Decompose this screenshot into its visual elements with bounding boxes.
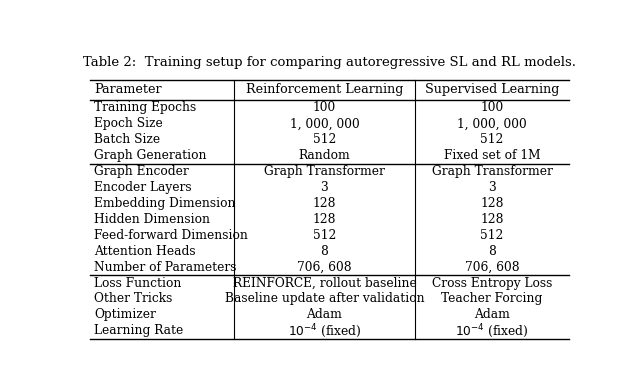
- Text: Encoder Layers: Encoder Layers: [94, 181, 191, 194]
- Text: 3: 3: [321, 181, 328, 194]
- Text: 128: 128: [313, 197, 336, 210]
- Text: 706, 608: 706, 608: [465, 261, 519, 273]
- Text: Graph Transformer: Graph Transformer: [431, 165, 552, 178]
- Text: $10^{-4}$ (fixed): $10^{-4}$ (fixed): [455, 322, 529, 340]
- Text: Graph Transformer: Graph Transformer: [264, 165, 385, 178]
- Text: Cross Entropy Loss: Cross Entropy Loss: [432, 277, 552, 290]
- Text: Loss Function: Loss Function: [94, 277, 181, 290]
- Text: 512: 512: [480, 133, 504, 146]
- Text: Adam: Adam: [307, 308, 342, 321]
- Text: 128: 128: [480, 213, 504, 226]
- Text: Reinforcement Learning: Reinforcement Learning: [246, 83, 403, 97]
- Text: Table 2:  Training setup for comparing autoregressive SL and RL models.: Table 2: Training setup for comparing au…: [83, 56, 576, 69]
- Text: Training Epochs: Training Epochs: [94, 101, 196, 115]
- Text: 512: 512: [313, 133, 336, 146]
- Text: Parameter: Parameter: [94, 83, 161, 97]
- Text: 8: 8: [321, 245, 328, 258]
- Text: Epoch Size: Epoch Size: [94, 117, 163, 130]
- Text: Teacher Forcing: Teacher Forcing: [442, 293, 543, 306]
- Text: 512: 512: [313, 229, 336, 242]
- Text: 8: 8: [488, 245, 496, 258]
- Text: 128: 128: [480, 197, 504, 210]
- Text: 3: 3: [488, 181, 496, 194]
- Text: Optimizer: Optimizer: [94, 308, 156, 321]
- Text: $10^{-4}$ (fixed): $10^{-4}$ (fixed): [287, 322, 362, 340]
- Text: 512: 512: [480, 229, 504, 242]
- Text: Fixed set of 1M: Fixed set of 1M: [444, 149, 540, 162]
- Text: Feed-forward Dimension: Feed-forward Dimension: [94, 229, 248, 242]
- Text: Batch Size: Batch Size: [94, 133, 160, 146]
- Text: 100: 100: [481, 101, 504, 115]
- Text: Hidden Dimension: Hidden Dimension: [94, 213, 210, 226]
- Text: Supervised Learning: Supervised Learning: [425, 83, 559, 97]
- Text: Baseline update after validation: Baseline update after validation: [225, 293, 424, 306]
- Text: Attention Heads: Attention Heads: [94, 245, 195, 258]
- Text: 128: 128: [313, 213, 336, 226]
- Text: 1, 000, 000: 1, 000, 000: [289, 117, 359, 130]
- Text: Graph Encoder: Graph Encoder: [94, 165, 189, 178]
- Text: Learning Rate: Learning Rate: [94, 324, 183, 337]
- Text: Random: Random: [299, 149, 350, 162]
- Text: REINFORCE, rollout baseline: REINFORCE, rollout baseline: [232, 277, 417, 290]
- Text: Other Tricks: Other Tricks: [94, 293, 172, 306]
- Text: 100: 100: [313, 101, 336, 115]
- Text: Embedding Dimension: Embedding Dimension: [94, 197, 236, 210]
- Text: Adam: Adam: [474, 308, 510, 321]
- Text: Number of Parameters: Number of Parameters: [94, 261, 236, 273]
- Text: 1, 000, 000: 1, 000, 000: [457, 117, 527, 130]
- Text: Graph Generation: Graph Generation: [94, 149, 206, 162]
- Text: 706, 608: 706, 608: [297, 261, 352, 273]
